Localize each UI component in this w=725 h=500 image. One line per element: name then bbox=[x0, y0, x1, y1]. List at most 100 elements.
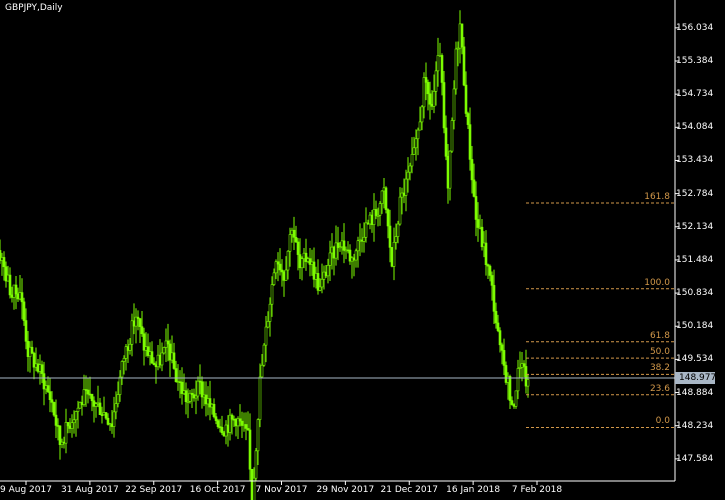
candle-body bbox=[72, 419, 76, 424]
candle-body bbox=[196, 380, 200, 397]
candle-body bbox=[464, 84, 468, 114]
price-axis-label: 148.884 bbox=[676, 387, 714, 398]
current-price-tag: 148.977 bbox=[675, 372, 716, 384]
candle-body bbox=[294, 237, 298, 243]
candle-body bbox=[514, 390, 518, 407]
candle-body bbox=[24, 320, 28, 342]
candle-body bbox=[308, 258, 312, 265]
candle-body bbox=[214, 416, 218, 421]
price-axis-label: 147.584 bbox=[676, 453, 714, 464]
candle-body bbox=[104, 412, 108, 419]
candle-body bbox=[378, 203, 382, 216]
candle-body bbox=[412, 147, 416, 155]
candle-body bbox=[180, 381, 184, 394]
candle-body bbox=[92, 400, 96, 407]
candle-body bbox=[334, 242, 338, 259]
candle-body bbox=[130, 320, 134, 345]
candle-body bbox=[138, 318, 142, 327]
candle-body bbox=[356, 240, 360, 252]
candle-body bbox=[62, 441, 66, 444]
candle-body bbox=[70, 422, 74, 429]
candle-body bbox=[414, 138, 418, 149]
fib-level-label: 50.0 bbox=[649, 347, 670, 358]
candle-body bbox=[210, 403, 214, 408]
candle-body bbox=[102, 412, 106, 416]
candle-body bbox=[126, 346, 130, 351]
candle-body bbox=[158, 354, 162, 366]
price-axis-label: 154.084 bbox=[676, 122, 714, 133]
candle-body bbox=[406, 171, 410, 180]
price-axis-label: 152.784 bbox=[676, 188, 714, 199]
candle-body bbox=[114, 403, 118, 413]
candle-body bbox=[182, 390, 186, 394]
fib-level-label: 38.2 bbox=[649, 363, 670, 374]
price-axis-label: 152.134 bbox=[676, 221, 714, 232]
candle-body bbox=[524, 366, 528, 387]
date-axis-label: 16 Oct 2017 bbox=[189, 485, 246, 495]
date-axis-label: 22 Sep 2017 bbox=[125, 485, 183, 495]
candle-body bbox=[122, 358, 126, 362]
candle-body bbox=[120, 361, 124, 378]
candle-body bbox=[142, 333, 146, 351]
candle-body bbox=[440, 55, 444, 83]
candle-body bbox=[388, 225, 392, 248]
candle-body bbox=[276, 261, 280, 265]
candle-body bbox=[386, 209, 390, 227]
candle-body bbox=[240, 420, 244, 426]
candle-body bbox=[316, 273, 320, 291]
candle-body bbox=[260, 364, 264, 378]
candle-body bbox=[442, 82, 446, 129]
candle-body bbox=[136, 316, 140, 319]
candle-body bbox=[320, 278, 324, 288]
candle-body bbox=[166, 340, 170, 345]
candle-body bbox=[118, 376, 122, 395]
candle-body bbox=[404, 178, 408, 196]
candle-body bbox=[454, 48, 458, 90]
candle-body bbox=[96, 402, 100, 405]
candle-body bbox=[504, 365, 508, 383]
candle-body bbox=[68, 425, 72, 429]
candle-body bbox=[484, 242, 488, 266]
candle-body bbox=[300, 258, 304, 269]
candle-body bbox=[380, 190, 384, 204]
price-axis-label: 153.434 bbox=[676, 155, 714, 166]
candle-body bbox=[304, 252, 308, 262]
candle-body bbox=[98, 402, 102, 415]
candle-body bbox=[42, 373, 46, 390]
candle-body bbox=[258, 376, 262, 420]
candle-body bbox=[246, 428, 250, 431]
date-axis-label: 7 Feb 2018 bbox=[511, 485, 563, 495]
candle-body bbox=[432, 91, 436, 107]
chart-title: GBPJPY,Daily bbox=[5, 3, 63, 13]
price-axis-ticks bbox=[675, 27, 679, 460]
candle-body bbox=[270, 284, 274, 305]
date-axis-ticks bbox=[25, 481, 538, 485]
candle-body bbox=[6, 274, 10, 282]
candle-body bbox=[50, 399, 54, 403]
price-axis-label: 156.034 bbox=[676, 22, 714, 33]
candle-body bbox=[348, 249, 352, 262]
candle-body bbox=[200, 381, 204, 398]
candle-body bbox=[86, 389, 90, 395]
candle-body bbox=[492, 285, 496, 312]
candle-body bbox=[4, 266, 8, 282]
candle-body bbox=[198, 380, 202, 383]
candle-body bbox=[264, 326, 268, 346]
price-axis-label: 151.484 bbox=[676, 254, 714, 265]
candle-body bbox=[372, 209, 376, 225]
candle-body bbox=[20, 292, 24, 303]
candle-body bbox=[206, 398, 210, 405]
candle-body bbox=[224, 424, 228, 437]
candle-body bbox=[242, 424, 246, 426]
candle-body bbox=[208, 398, 212, 408]
candle-body bbox=[172, 352, 176, 369]
price-axis-label: 150.184 bbox=[676, 321, 714, 332]
candle-body bbox=[110, 423, 114, 427]
candle-body bbox=[58, 425, 62, 445]
candle-body bbox=[148, 351, 152, 356]
candle-body bbox=[152, 362, 156, 365]
candle-body bbox=[420, 106, 424, 123]
price-axis-label: 149.534 bbox=[676, 354, 714, 365]
